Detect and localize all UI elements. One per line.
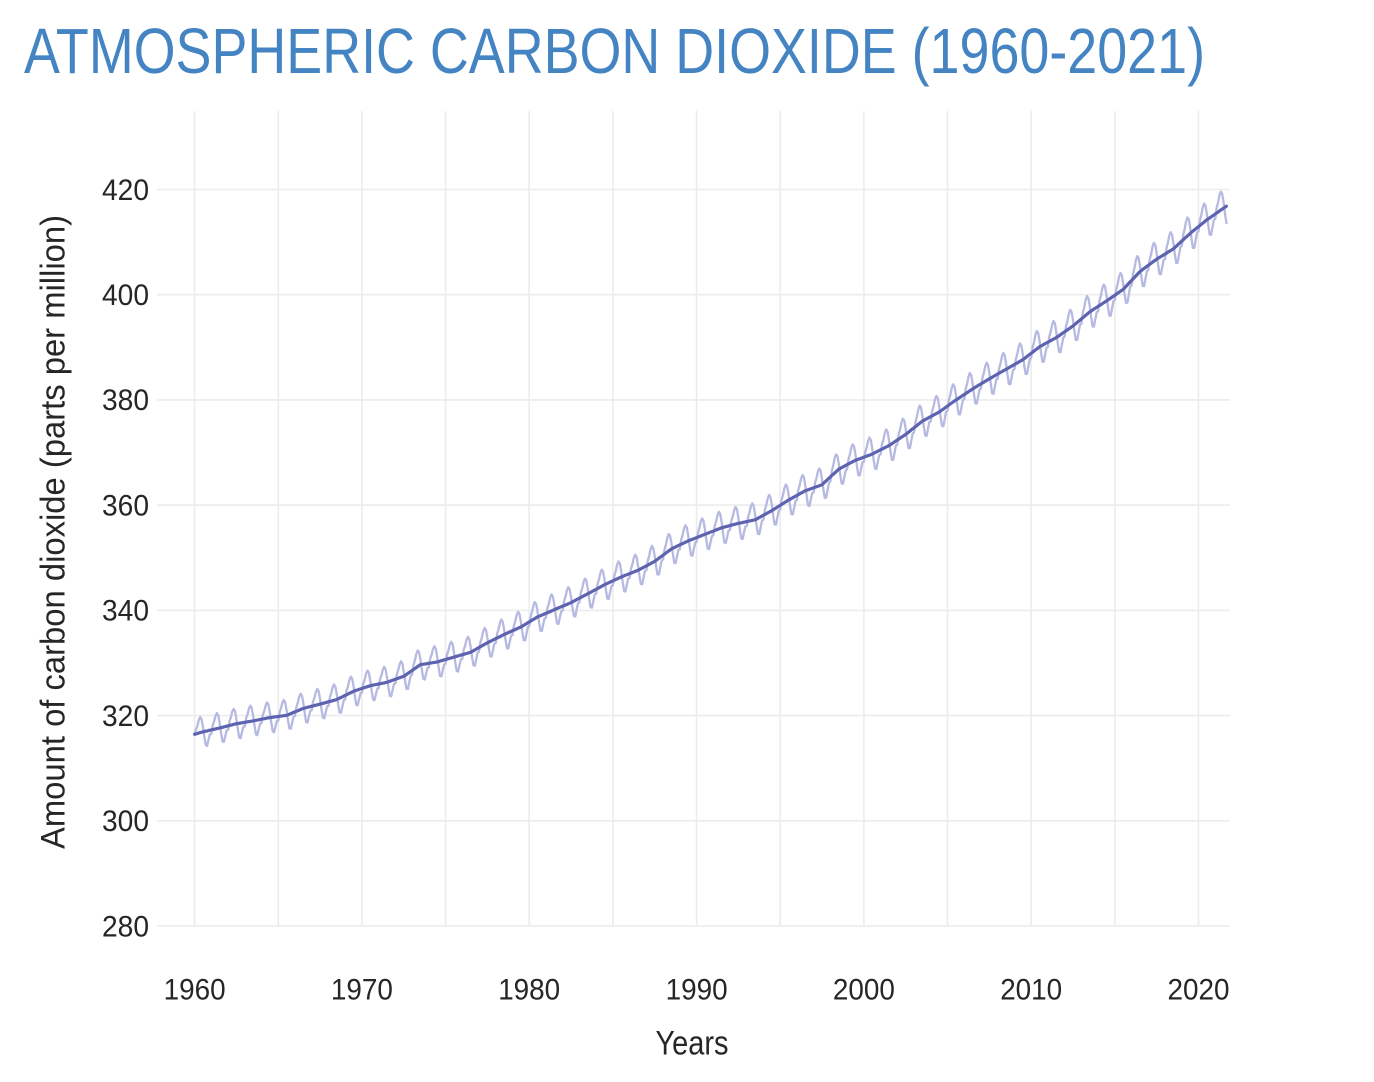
svg-text:1970: 1970 [331,973,393,1006]
svg-text:280: 280 [102,910,149,943]
svg-text:2020: 2020 [1168,973,1230,1006]
svg-text:300: 300 [102,805,149,838]
svg-text:2010: 2010 [1000,973,1062,1006]
svg-text:340: 340 [102,595,149,628]
svg-text:Years: Years [656,1025,729,1063]
svg-text:1990: 1990 [666,973,728,1006]
svg-text:420: 420 [102,174,149,207]
svg-text:1960: 1960 [164,973,226,1006]
svg-text:1980: 1980 [498,973,560,1006]
svg-text:400: 400 [102,279,149,312]
svg-text:Amount of carbon dioxide (part: Amount of carbon dioxide (parts per mill… [35,215,73,849]
svg-text:380: 380 [102,384,149,417]
svg-text:320: 320 [102,700,149,733]
svg-text:2000: 2000 [833,973,895,1006]
svg-text:ATMOSPHERIC CARBON DIOXIDE (19: ATMOSPHERIC CARBON DIOXIDE (1960-2021) [24,15,1205,87]
svg-text:360: 360 [102,489,149,522]
